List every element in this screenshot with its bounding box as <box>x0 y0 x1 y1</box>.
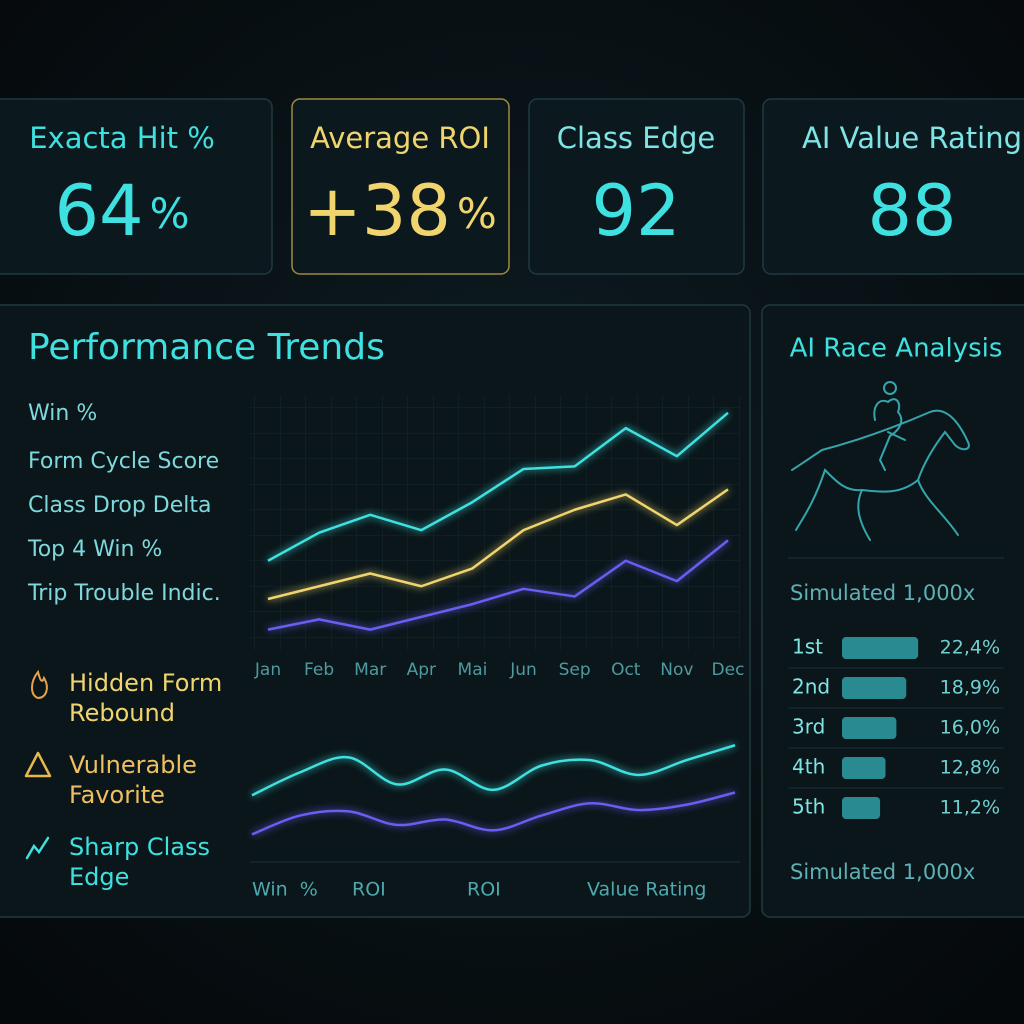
x-tick-label: Sep <box>559 660 591 680</box>
alert-label: Hidden Form <box>69 669 222 697</box>
alert-label: Rebound <box>69 699 175 727</box>
x-tick-label: Nov <box>660 660 693 680</box>
alert-label: Favorite <box>69 781 165 809</box>
metric-label: Form Cycle Score <box>28 449 219 474</box>
bar-value-label: 22,4% <box>940 637 1000 659</box>
kpi-label: AI Value Rating <box>802 121 1022 155</box>
horse-icon <box>791 381 970 541</box>
kpi-number: 92 <box>591 170 680 252</box>
series-line <box>251 744 736 797</box>
x-tick-label: Mai <box>458 660 488 680</box>
flame-icon <box>31 669 48 700</box>
x-tick-label: Mar <box>354 660 386 680</box>
metric-label: Win % <box>28 401 97 426</box>
kpi-value: +38% <box>303 170 497 252</box>
series-line <box>267 488 729 601</box>
alert-label: Sharp Class <box>69 833 210 861</box>
panel-title: Performance Trends <box>28 327 385 368</box>
chart-label: ROI <box>352 879 386 901</box>
metric-label: Top 4 Win % <box>27 537 162 562</box>
kpi-card <box>528 98 745 275</box>
series-line <box>267 539 729 631</box>
alert-label: Vulnerable <box>69 751 197 779</box>
kpi-value: 92 <box>591 170 680 252</box>
kpi-number: 64 <box>55 170 144 252</box>
sim-label: Simulated 1,000x <box>790 860 975 884</box>
x-tick-label: Jan <box>254 660 281 680</box>
kpi-value: 88 <box>867 170 956 252</box>
bar-category: 1st <box>792 635 823 659</box>
panel-title: AI Race Analysis <box>790 334 1003 364</box>
metric-label: Class Drop Delta <box>28 493 212 518</box>
x-tick-label: Oct <box>611 660 641 680</box>
bar-category: 4th <box>792 755 825 779</box>
kpi-card <box>762 98 1024 275</box>
bar-value-label: 12,8% <box>940 757 1000 779</box>
bar-category: 5th <box>792 795 825 819</box>
bar <box>842 717 897 739</box>
bar <box>842 757 886 779</box>
series-line <box>267 411 729 562</box>
kpi-card <box>291 98 510 275</box>
bar-value-label: 18,9% <box>940 677 1000 699</box>
chart-grid <box>250 395 740 650</box>
bar-value-label: 11,2% <box>940 797 1000 819</box>
x-tick-label: Dec <box>712 660 745 680</box>
sim-label: Simulated 1,000x <box>790 581 975 605</box>
kpi-value: 64% <box>55 170 190 252</box>
bar <box>842 677 907 699</box>
trend-icon <box>25 836 50 860</box>
kpi-label: Exacta Hit % <box>29 121 215 155</box>
x-tick-label: Jun <box>509 660 537 680</box>
chart-label: Value Rating <box>587 879 706 901</box>
kpi-label: Average ROI <box>310 121 490 155</box>
alert-label: Edge <box>69 863 129 891</box>
bar <box>842 797 881 819</box>
kpi-number: +38 <box>303 170 451 252</box>
bar <box>842 637 919 659</box>
warning-icon <box>24 751 52 778</box>
x-tick-label: Apr <box>407 660 436 680</box>
metric-label: Trip Trouble Indic. <box>27 581 221 606</box>
kpi-card <box>0 98 273 275</box>
x-tick-label: Feb <box>304 660 334 680</box>
kpi-number: 88 <box>867 170 956 252</box>
bar-value-label: 16,0% <box>940 717 1000 739</box>
kpi-unit: % <box>457 189 497 238</box>
analysis-panel <box>761 304 1024 918</box>
bar-category: 3rd <box>792 715 825 739</box>
bar-category: 2nd <box>792 675 830 699</box>
kpi-label: Class Edge <box>557 121 716 155</box>
chart-label: ROI <box>467 879 501 901</box>
chart-label: Win % <box>252 879 318 901</box>
series-line <box>251 791 736 836</box>
kpi-unit: % <box>150 189 190 238</box>
